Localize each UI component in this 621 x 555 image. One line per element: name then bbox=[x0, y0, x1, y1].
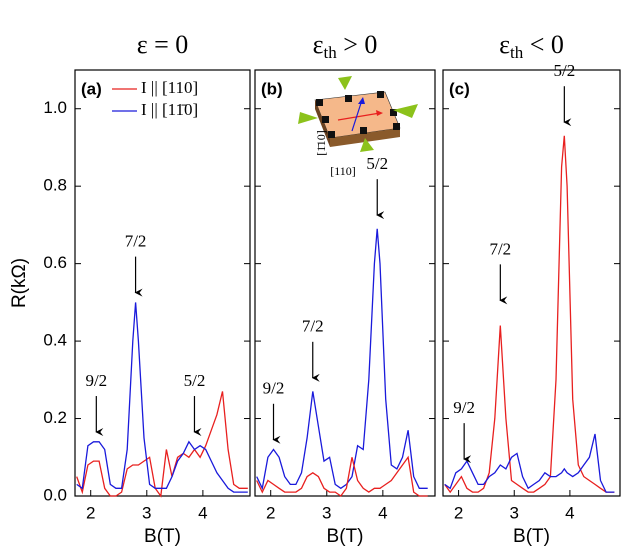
annotation-label: 9/2 bbox=[85, 371, 107, 390]
panel-title: εth > 0 bbox=[313, 30, 378, 62]
title-text: ε bbox=[499, 30, 510, 59]
inset-sample bbox=[298, 76, 418, 152]
data-line bbox=[444, 433, 615, 493]
annotation-label: 9/2 bbox=[263, 379, 285, 398]
x-tick-label: 4 bbox=[378, 503, 387, 522]
annotation-label: 7/2 bbox=[489, 239, 511, 258]
y-tick-label: 0.4 bbox=[43, 331, 67, 350]
title-subscript: th bbox=[324, 43, 338, 62]
inset-label: [110] bbox=[330, 164, 356, 178]
panel-title: εth < 0 bbox=[499, 30, 564, 62]
title-suffix: < 0 bbox=[523, 30, 564, 59]
plot-frame bbox=[74, 69, 251, 497]
y-axis-label: R(kΩ) bbox=[9, 258, 30, 308]
y-tick-label: 1.0 bbox=[43, 98, 67, 117]
data-line bbox=[76, 391, 248, 498]
x-axis-label: B(T) bbox=[513, 526, 550, 547]
y-tick-label: 0.0 bbox=[43, 485, 67, 504]
x-tick-label: 3 bbox=[322, 503, 331, 522]
title-suffix: > 0 bbox=[337, 30, 378, 59]
inset-label: [1̄10] bbox=[314, 130, 328, 156]
annotation-label: 9/2 bbox=[453, 398, 475, 417]
x-axis-label: B(T) bbox=[144, 526, 181, 547]
y-tick-label: 0.2 bbox=[43, 408, 67, 427]
annotation-label: 5/2 bbox=[553, 61, 575, 80]
data-line bbox=[444, 135, 615, 494]
x-tick-label: 2 bbox=[454, 503, 463, 522]
x-tick-label: 4 bbox=[565, 503, 574, 522]
panel-label: (b) bbox=[261, 79, 283, 98]
x-axis-label: B(T) bbox=[327, 526, 364, 547]
x-tick-label: 2 bbox=[266, 503, 275, 522]
panel-label: (a) bbox=[81, 79, 102, 98]
x-tick-label: 2 bbox=[86, 503, 95, 522]
annotation-label: 5/2 bbox=[366, 154, 388, 173]
x-tick-label: 4 bbox=[198, 503, 207, 522]
panel-title: ε = 0 bbox=[137, 30, 189, 59]
data-line bbox=[76, 302, 248, 493]
data-line bbox=[256, 228, 428, 491]
x-tick-label: 3 bbox=[510, 503, 519, 522]
plot-frame bbox=[442, 69, 621, 497]
title-text: ε bbox=[313, 30, 324, 59]
y-tick-label: 0.6 bbox=[43, 253, 67, 272]
legend-label: I || [110] bbox=[141, 78, 198, 97]
annotation-label: 7/2 bbox=[125, 232, 147, 251]
title-subscript: th bbox=[510, 43, 524, 62]
annotation-label: 7/2 bbox=[302, 317, 324, 336]
y-tick-label: 0.8 bbox=[43, 176, 67, 195]
plot-frame bbox=[254, 69, 436, 497]
annotation-label: 5/2 bbox=[184, 371, 206, 390]
panel-label: (c) bbox=[449, 79, 470, 98]
title-text: ε = 0 bbox=[137, 30, 189, 59]
legend-label: I || [11̄0] bbox=[141, 100, 198, 119]
x-tick-label: 3 bbox=[142, 503, 151, 522]
data-line bbox=[256, 455, 428, 497]
